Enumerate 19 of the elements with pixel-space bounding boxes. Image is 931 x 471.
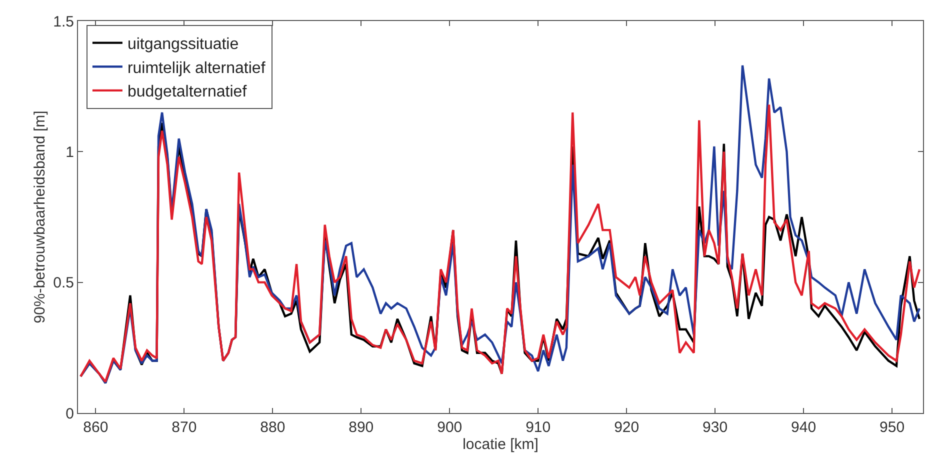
x-tick-label: 930 [702,419,728,436]
x-tick-label: 860 [83,419,108,436]
y-axis-title: 90%-betrouwbaarheidsband [m] [31,110,48,324]
legend-label: budgetalternatief [127,84,248,101]
x-tick-label: 880 [260,419,286,436]
x-tick-label: 910 [526,419,551,436]
legend-label: ruimtelijk alternatief [127,60,266,77]
y-tick-label: 0 [66,405,74,422]
x-tick-label: 900 [437,419,462,436]
legend-label: uitgangssituatie [127,36,239,54]
x-tick-label: 890 [348,419,374,436]
x-tick-label: 870 [172,419,197,436]
y-tick-label: 1.5 [53,13,74,30]
x-tick-label: 920 [614,419,640,436]
x-tick-label: 940 [791,419,816,436]
y-tick-label: 1 [66,144,74,161]
x-tick-label: 950 [880,419,905,436]
y-tick-label: 0.5 [53,274,74,292]
x-axis-title: locatie [km] [462,436,538,453]
